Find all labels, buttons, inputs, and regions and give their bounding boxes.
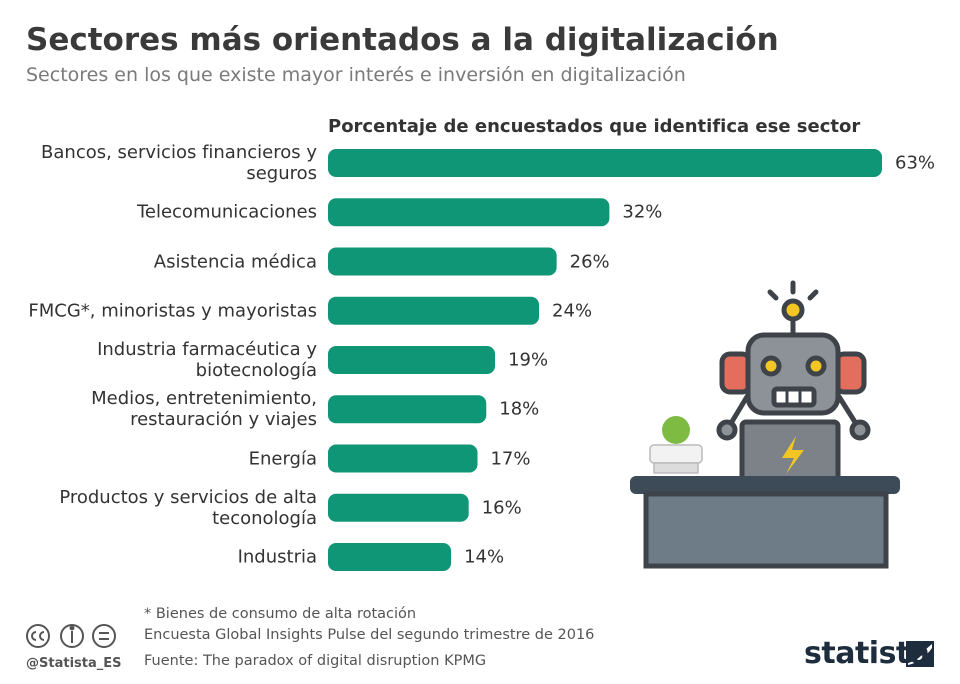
value-label: 32% <box>622 201 663 223</box>
brand: statista <box>804 636 930 671</box>
bar <box>328 346 496 374</box>
value-label: 16% <box>481 497 522 519</box>
category-label: Bancos, servicios financieros y seguros <box>41 142 317 184</box>
bar <box>328 543 452 571</box>
chart-subtitle: Sectores en los que existe mayor interés… <box>26 64 686 86</box>
category-label: Industria <box>237 546 317 568</box>
category-label: Telecomunicaciones <box>136 201 317 223</box>
footnote: * Bienes de consumo de alta rotación <box>144 606 417 622</box>
license-icons <box>26 624 116 648</box>
category-label: Medios, entretenimiento, restauración y … <box>91 388 317 431</box>
bar <box>328 198 610 227</box>
value-label: 18% <box>499 398 540 420</box>
bar <box>328 493 469 522</box>
robot-illustration <box>630 280 900 569</box>
category-label: Productos y servicios de alta teconologí… <box>59 486 317 529</box>
chart-title: Sectores más orientados a la digitalizac… <box>26 22 779 58</box>
bar <box>328 444 478 473</box>
axis-label: Porcentaje de encuestados que identifica… <box>328 116 861 137</box>
value-label: 14% <box>464 546 505 568</box>
category-label: Industria farmacéutica y biotecnología <box>97 339 317 381</box>
value-label: 63% <box>895 152 936 174</box>
category-label: FMCG*, minoristas y mayoristas <box>28 300 317 322</box>
value-label: 17% <box>490 448 531 469</box>
bar <box>328 247 557 276</box>
bar <box>328 149 882 177</box>
source: Fuente: The paradox of digital disruptio… <box>144 653 487 669</box>
brand-logo <box>906 641 934 667</box>
value-label: 24% <box>552 300 593 322</box>
value-label: 19% <box>508 349 549 371</box>
handle: @Statista_ES <box>26 656 122 671</box>
category-label: Energía <box>248 448 317 469</box>
survey-note: Encuesta Global Insights Pulse del segun… <box>144 627 595 643</box>
bar <box>328 395 487 424</box>
value-label: 26% <box>569 251 610 272</box>
category-label: Asistencia médica <box>153 251 317 272</box>
bar <box>328 296 540 325</box>
